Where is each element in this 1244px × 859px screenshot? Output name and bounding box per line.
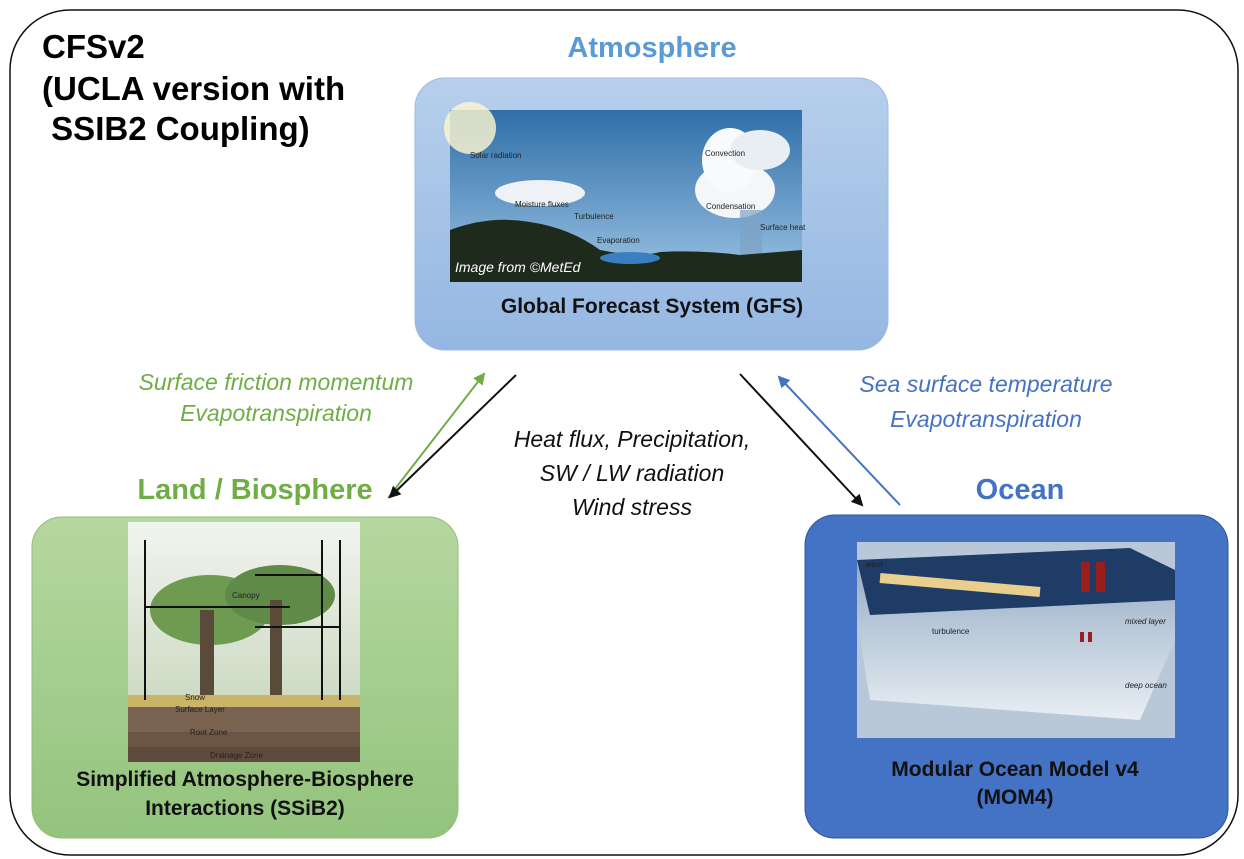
- edge-label: Heat flux, Precipitation,: [514, 426, 751, 452]
- image-label: wind: [865, 560, 882, 569]
- ocean-label: Modular Ocean Model v4: [891, 758, 1139, 781]
- image-label: Convection: [705, 149, 745, 158]
- edge-label: Wind stress: [572, 494, 692, 520]
- image-label: Canopy: [232, 591, 260, 600]
- image-label: turbulence: [932, 627, 970, 636]
- image-label: deep ocean: [1125, 681, 1167, 690]
- image-label: mixed layer: [1125, 617, 1166, 626]
- title-line: (UCLA version with: [42, 70, 345, 107]
- atmosphere-label: Global Forecast System (GFS): [501, 295, 803, 318]
- ocean-heading: Ocean: [976, 474, 1065, 506]
- edge-label: Sea surface temperature: [859, 371, 1112, 397]
- image-label: Drainage Zone: [210, 751, 263, 760]
- land-image: [128, 522, 360, 762]
- land-heading: Land / Biosphere: [137, 474, 372, 506]
- edge-label: SW / LW radiation: [540, 460, 724, 486]
- arrow: [777, 375, 901, 506]
- image-label: Evaporation: [597, 236, 640, 245]
- image-label: Condensation: [706, 202, 755, 211]
- atmosphere-image: [444, 102, 802, 282]
- ocean-image: [857, 542, 1175, 738]
- arrow: [387, 372, 486, 499]
- image-label: Moisture fluxes: [515, 200, 569, 209]
- atmosphere-heading: Atmosphere: [567, 32, 736, 64]
- image-label: Root Zone: [190, 728, 228, 737]
- title-line: CFSv2: [42, 28, 145, 65]
- arrow: [739, 373, 864, 507]
- land-label: Interactions (SSiB2): [145, 797, 345, 820]
- image-label: Turbulence: [574, 212, 614, 221]
- arrow: [388, 374, 517, 499]
- image-label: Snow: [185, 693, 205, 702]
- image-label: Solar radiation: [470, 151, 522, 160]
- title-line: SSIB2 Coupling): [42, 110, 310, 147]
- frame: [9, 9, 1239, 856]
- land-label: Simplified Atmosphere-Biosphere: [76, 768, 414, 791]
- edge-label: Evapotranspiration: [890, 406, 1082, 432]
- edge-label: Surface friction momentum: [139, 369, 414, 395]
- image-label: Surface heat: [760, 223, 806, 232]
- image-label: Surface Layer: [175, 705, 225, 714]
- ocean-label: (MOM4): [977, 786, 1054, 809]
- edge-label: Evapotranspiration: [180, 400, 372, 426]
- image-credit: Image from ©MetEd: [455, 259, 582, 275]
